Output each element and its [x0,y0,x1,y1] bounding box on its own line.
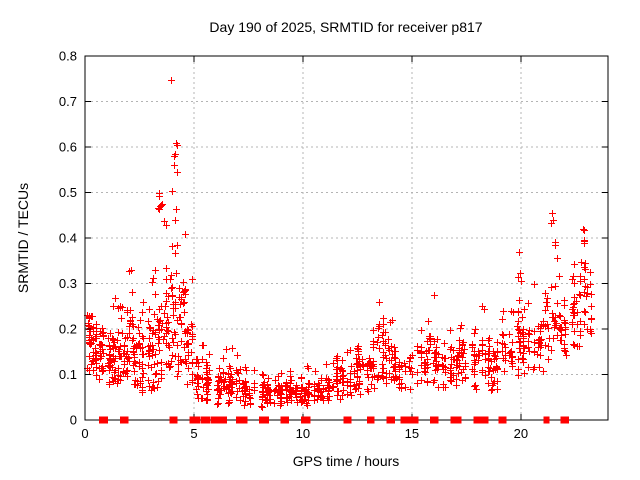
zero-gap-marker [201,416,206,424]
zero-gap-marker [400,416,415,424]
zero-gap-marker [259,416,269,424]
zero-gap-marker [543,416,550,424]
x-axis-label: GPS time / hours [293,453,400,469]
y-tick-label: 0 [70,413,77,428]
zero-gap-marker [343,416,348,424]
tick-labels: 0 5 10 15 20 0 0.1 0.2 0.3 0.4 0.5 0.6 0.7 0.8 [59,49,528,442]
zero-gap-marker [189,416,201,424]
zero-gap-marker [366,416,372,424]
zero-gap-marker [173,416,178,424]
y-axis-label: SRMTID / TECUs [15,183,31,293]
y-tick-label: 0.8 [59,49,77,64]
zero-gap-marker [280,416,290,424]
y-tick-label: 0.7 [59,94,77,109]
y-tick-label: 0.4 [59,231,77,246]
gridlines [86,57,607,419]
y-tick-label: 0.2 [59,322,77,337]
x-tick-label: 0 [81,426,88,441]
zero-gap-marker [206,416,211,424]
zero-gap-marker [560,416,566,424]
zero-gap-marker [501,416,507,424]
zero-markers [99,416,570,424]
chart-title: Day 190 of 2025, SRMTID for receiver p81… [209,19,482,35]
zero-gap-marker [564,416,570,424]
zero-gap-marker [347,416,352,424]
y-tick-label: 0.5 [59,185,77,200]
zero-gap-marker [169,416,174,424]
x-tick-label: 20 [514,426,528,441]
zero-gap-marker [203,416,209,424]
zero-gap-marker [386,416,395,424]
zero-gap-marker [473,416,484,424]
zero-gap-marker [300,416,311,424]
zero-gap-marker [99,416,108,424]
zero-gap-marker [370,416,375,424]
x-tick-label: 5 [190,426,197,441]
zero-gap-marker [119,416,129,424]
zero-gap-marker [236,416,248,424]
y-tick-label: 0.3 [59,276,77,291]
zero-gap-marker [450,416,462,424]
y-tick-label: 0.6 [59,140,77,155]
x-tick-label: 15 [405,426,419,441]
x-tick-label: 10 [296,426,310,441]
zero-gap-marker [412,416,419,424]
zero-gap-marker [484,416,489,424]
zero-gap-marker [481,416,486,424]
y-tick-label: 0.1 [59,367,77,382]
zero-gap-marker [210,416,228,424]
zero-gap-marker [498,416,503,424]
scatter-points [84,77,595,411]
zero-gap-marker [429,416,439,424]
